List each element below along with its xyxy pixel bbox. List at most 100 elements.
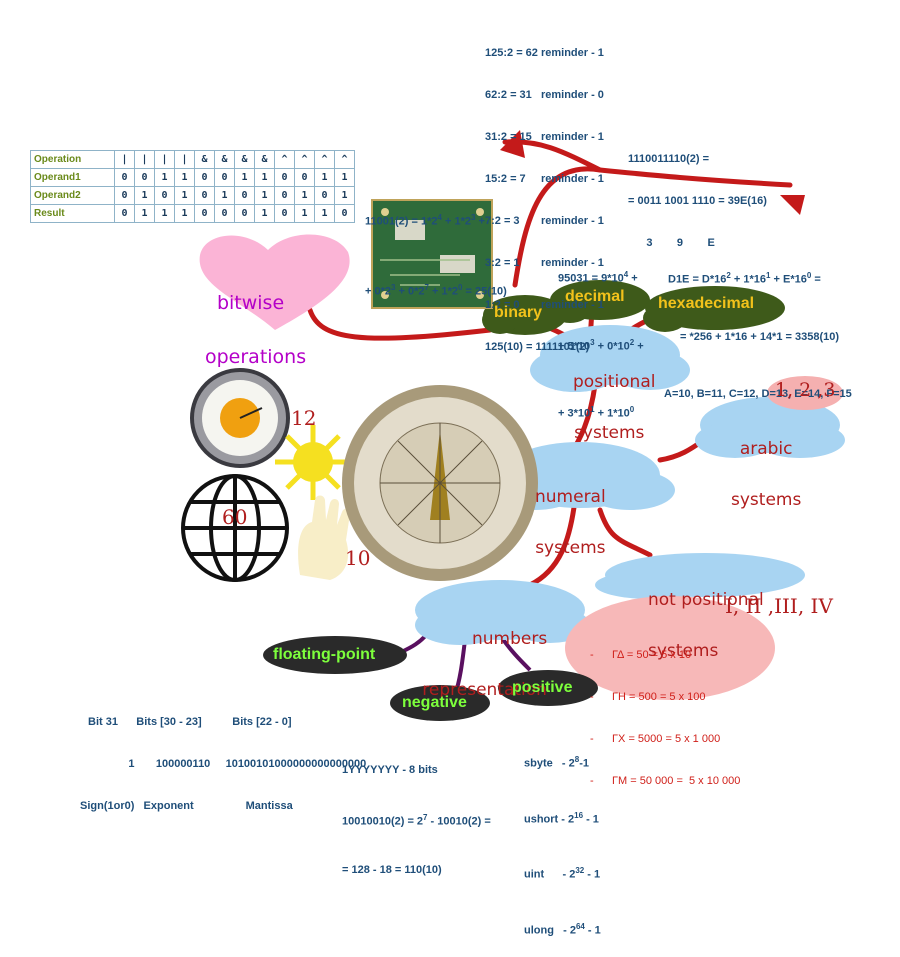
table-cell: 0 [214,204,235,223]
cloud-positional [530,325,690,392]
node-positional-systems[interactable]: positional systems [573,340,655,459]
table-row: Operand2 0 1 0 1 0 1 0 1 0 1 0 1 [30,186,355,205]
division-line: 3:2 = 1 reminder - 1 [485,257,604,269]
decimal-expansion-line: + 3*10 [558,407,591,420]
node-negative[interactable]: negative [402,694,467,711]
mind-map-canvas [181,130,845,721]
decimal-expansion-note: 95031 = 9*104 + + 5*103 + 0*102 + + 3*10… [558,270,644,420]
hex-conversion-digits: 3 9 E [628,237,715,249]
hex-expansion-line: D1E = D*16 [668,273,727,286]
node-representation-label: numbers [472,629,548,649]
table-cell: 0 [334,204,355,223]
table-cell: 0 [314,186,335,205]
node-positive[interactable]: positive [512,679,573,696]
bubble-decimal [550,280,650,323]
table-cell: 1 [254,168,275,187]
greek-note-line: - ΓΔ = 50 = 5 x 10 [590,649,692,661]
greek-note-line: - ΓΗ = 500 = 5 x 100 [590,691,706,703]
division-notes: 125:2 = 62 reminder - 1 62:2 = 31 remind… [485,18,604,368]
node-not-positional-label: systems [648,641,719,661]
decimal-expansion-line: + 5*10 [558,340,591,353]
greek-note-line: - ΓΜ = 50 000 = 5 x 10 000 [590,775,741,787]
table-cell: & [214,150,235,169]
node-positional-label: positional [573,372,656,392]
node-numbers-representation[interactable]: numbers representation [422,597,547,716]
table-cell: 0 [194,186,215,205]
table-cell: ^ [314,150,335,169]
bubble-hexadecimal [643,286,785,332]
negative-note-line: 1YYYYYYY - 8 bits [342,764,438,776]
node-not-positional-label: not positional [648,590,764,610]
cloud-arabic [695,397,845,458]
node-bitwise-label: bitwise [216,292,285,314]
node-binary[interactable]: binary [494,304,543,321]
table-cell: 1 [254,186,275,205]
table-cell: 1 [314,168,335,187]
table-cell: 0 [294,168,315,187]
table-cell: 1 [254,204,275,223]
table-cell: 0 [134,168,155,187]
table-cell: 1 [234,168,255,187]
division-line: 1:2 = 0 reminder - 1 [485,299,604,311]
table-cell: & [234,150,255,169]
sundial-image [342,385,538,581]
wall-clock-image [190,368,290,468]
node-floating-point[interactable]: floating-point [273,646,376,663]
table-cell: & [254,150,275,169]
node-arabic-systems[interactable]: arabic systems [731,407,801,526]
table-cell: 1 [134,186,155,205]
table-cell: 1 [154,168,175,187]
table-cell: 1 [174,204,195,223]
table-cell: 1 [174,186,195,205]
hex-conversion-line: = 0011 1001 1110 = 39E(16) [628,195,767,207]
heart-shape [199,234,350,330]
row-label: Operation [30,150,115,169]
hex-digit-values: A=10, B=11, C=12, D=13, E=14, F=15 [664,387,852,400]
negative-notes: 1YYYYYYY - 8 bits 10010010(2) = 27 - 100… [342,764,491,876]
node-hexadecimal[interactable]: hexadecimal [658,295,755,312]
node-bitwise-operations[interactable]: bitwise operations [205,258,306,384]
pink-oval [565,596,775,700]
bubble-positive [498,670,598,706]
cloud-not-positional [595,553,805,599]
table-cell: 0 [194,204,215,223]
table-row: Result 0 1 1 1 0 0 0 1 0 1 1 0 [30,204,355,223]
table-cell: 0 [114,168,135,187]
table-cell: 1 [314,204,335,223]
table-cell: 1 [294,186,315,205]
hex-expansion-note: D1E = D*162 + 1*161 + E*160 = = *256 + 1… [664,228,852,423]
arrow-head-left [500,130,525,158]
positive-note-line: ulong - 2 [524,924,576,937]
table-cell: 1 [294,204,315,223]
positive-note-line: uint - 2 [524,868,576,881]
table-row: Operand1 0 0 1 1 0 0 1 1 0 0 1 1 [30,168,355,187]
negative-note-line: 10010010(2) = 2 [342,815,424,828]
node-positional-label: systems [574,423,645,443]
table-cell: 1 [214,186,235,205]
hand-number-label: 10 [345,546,371,570]
node-bitwise-label: operations [205,346,307,368]
globe-image [181,474,289,582]
table-cell: 0 [274,204,295,223]
binary-expansion-line: + 0*2 [365,285,391,298]
greek-note-line: - ΓΧ = 5000 = 5 x 1 000 [590,733,721,745]
table-cell: ^ [294,150,315,169]
node-numeral-systems[interactable]: numeral systems [535,455,606,574]
division-line: 31:2 = 15 reminder - 1 [485,131,604,143]
division-line: 125:2 = 62 reminder - 1 [485,47,604,59]
table-cell: | [114,150,135,169]
bubble-binary [482,295,567,335]
positive-note-line: sbyte - 2 [524,757,575,770]
positive-notes: sbyte - 28-1 ushort - 216 - 1 uint - 232… [524,755,601,937]
node-decimal[interactable]: decimal [565,288,625,305]
hand-image [298,495,350,580]
table-cell: 0 [194,168,215,187]
row-label: Result [30,204,115,223]
node-not-positional-systems[interactable]: not positional systems [648,558,764,677]
arabic-digits: 1, 2 ,3 [775,379,836,401]
float-note-line: Sign(1or0) Exponent Mantissa [80,800,293,812]
bitwise-table: Operation | | | | & & & & ^ ^ ^ ^ Operand1 0 0 1 1 0 0 1 1 0 0 1… [30,150,355,223]
decimal-expansion-line: 95031 = 9*10 [558,272,624,285]
arrow-head-right [780,195,805,215]
table-cell: 0 [234,204,255,223]
